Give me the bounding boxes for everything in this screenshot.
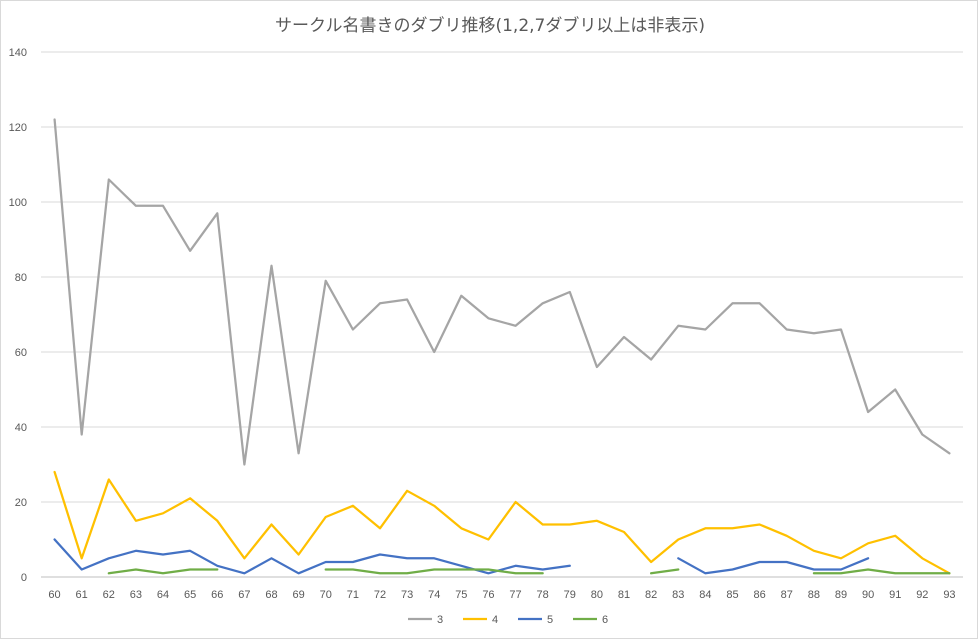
x-tick-label: 63	[130, 589, 142, 601]
x-tick-label: 74	[428, 589, 440, 601]
x-tick-label: 79	[564, 589, 576, 601]
x-tick-label: 72	[374, 589, 386, 601]
x-tick-label: 69	[292, 589, 304, 601]
x-tick-label: 66	[211, 589, 223, 601]
y-tick-label: 60	[15, 347, 27, 359]
series-line-6	[107, 568, 219, 575]
y-tick-label: 0	[21, 572, 27, 584]
x-tick-label: 86	[753, 589, 765, 601]
x-tick-label: 91	[889, 589, 901, 601]
y-tick-label: 20	[15, 497, 27, 509]
x-tick-label: 85	[726, 589, 738, 601]
x-tick-label: 83	[672, 589, 684, 601]
x-tick-label: 68	[265, 589, 277, 601]
x-tick-label: 84	[699, 589, 711, 601]
y-tick-label: 40	[15, 422, 27, 434]
series-line-3	[53, 118, 951, 466]
x-tick-label: 62	[103, 589, 115, 601]
legend-label-4: 4	[492, 614, 498, 626]
x-tick-label: 81	[618, 589, 630, 601]
x-tick-label: 61	[76, 589, 88, 601]
x-tick-label: 78	[537, 589, 549, 601]
x-tick-label: 87	[781, 589, 793, 601]
series-line-6	[649, 568, 680, 575]
legend-label-3: 3	[437, 614, 443, 626]
series-line-5	[677, 557, 870, 575]
y-tick-label: 140	[9, 47, 27, 59]
x-tick-label: 82	[645, 589, 657, 601]
x-tick-label: 75	[455, 589, 467, 601]
series-line-5	[53, 538, 571, 575]
x-tick-label: 88	[808, 589, 820, 601]
x-tick-label: 67	[238, 589, 250, 601]
series-line-6	[324, 568, 544, 575]
x-tick-label: 65	[184, 589, 196, 601]
x-tick-label: 60	[48, 589, 60, 601]
chart-title: サークル名書きのダブリ推移(1,2,7ダブリ以上は非表示)	[274, 16, 705, 36]
legend-label-6: 6	[602, 614, 608, 626]
x-tick-label: 77	[509, 589, 521, 601]
x-tick-label: 70	[320, 589, 332, 601]
x-tick-label: 90	[862, 589, 874, 601]
y-tick-label: 100	[9, 197, 27, 209]
y-tick-label: 120	[9, 122, 27, 134]
x-tick-label: 76	[482, 589, 494, 601]
y-tick-label: 80	[15, 272, 27, 284]
series-line-4	[53, 470, 951, 575]
x-tick-label: 89	[835, 589, 847, 601]
x-tick-label: 71	[347, 589, 359, 601]
series-line-6	[812, 568, 951, 575]
legend-label-5: 5	[547, 614, 553, 626]
x-tick-label: 93	[943, 589, 955, 601]
x-tick-label: 64	[157, 589, 169, 601]
x-tick-label: 80	[591, 589, 603, 601]
x-tick-label: 92	[916, 589, 928, 601]
x-tick-label: 73	[401, 589, 413, 601]
